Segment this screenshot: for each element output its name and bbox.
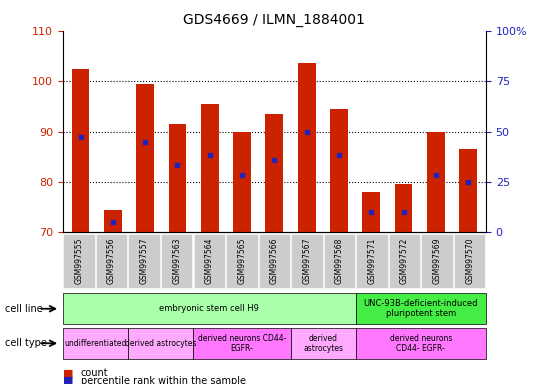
Text: derived neurons
CD44- EGFR-: derived neurons CD44- EGFR- xyxy=(390,334,452,353)
Text: GSM997556: GSM997556 xyxy=(107,238,116,285)
Bar xyxy=(136,84,154,232)
Text: GSM997567: GSM997567 xyxy=(302,238,311,285)
Text: GSM997568: GSM997568 xyxy=(335,238,344,284)
Bar xyxy=(72,68,90,232)
Text: GSM997569: GSM997569 xyxy=(432,238,442,285)
Text: GSM997557: GSM997557 xyxy=(140,238,149,285)
Bar xyxy=(298,63,316,232)
Text: percentile rank within the sample: percentile rank within the sample xyxy=(81,376,246,384)
Text: undifferentiated: undifferentiated xyxy=(64,339,127,348)
Text: UNC-93B-deficient-induced
pluripotent stem: UNC-93B-deficient-induced pluripotent st… xyxy=(364,299,478,318)
Text: GSM997564: GSM997564 xyxy=(205,238,214,285)
Text: derived astrocytes: derived astrocytes xyxy=(124,339,196,348)
Bar xyxy=(233,131,251,232)
Bar xyxy=(427,131,445,232)
Text: GSM997565: GSM997565 xyxy=(238,238,246,285)
Bar xyxy=(459,149,477,232)
Text: derived neurons CD44-
EGFR-: derived neurons CD44- EGFR- xyxy=(198,334,286,353)
Text: GSM997570: GSM997570 xyxy=(465,238,474,285)
Text: GSM997572: GSM997572 xyxy=(400,238,409,284)
Text: GSM997563: GSM997563 xyxy=(172,238,181,285)
Bar xyxy=(395,184,412,232)
Bar xyxy=(201,104,218,232)
Text: cell line: cell line xyxy=(5,304,43,314)
Text: GSM997555: GSM997555 xyxy=(75,238,84,285)
Bar xyxy=(169,124,186,232)
Text: cell type: cell type xyxy=(5,338,48,348)
Bar xyxy=(363,192,380,232)
Text: count: count xyxy=(81,368,109,378)
Text: ■: ■ xyxy=(63,368,73,378)
Text: embryonic stem cell H9: embryonic stem cell H9 xyxy=(159,304,259,313)
Text: ■: ■ xyxy=(63,376,73,384)
Title: GDS4669 / ILMN_1884001: GDS4669 / ILMN_1884001 xyxy=(183,13,365,27)
Text: GSM997571: GSM997571 xyxy=(367,238,377,284)
Bar xyxy=(330,109,348,232)
Text: GSM997566: GSM997566 xyxy=(270,238,279,285)
Bar xyxy=(104,210,122,232)
Text: derived
astrocytes: derived astrocytes xyxy=(303,334,343,353)
Bar xyxy=(265,114,283,232)
